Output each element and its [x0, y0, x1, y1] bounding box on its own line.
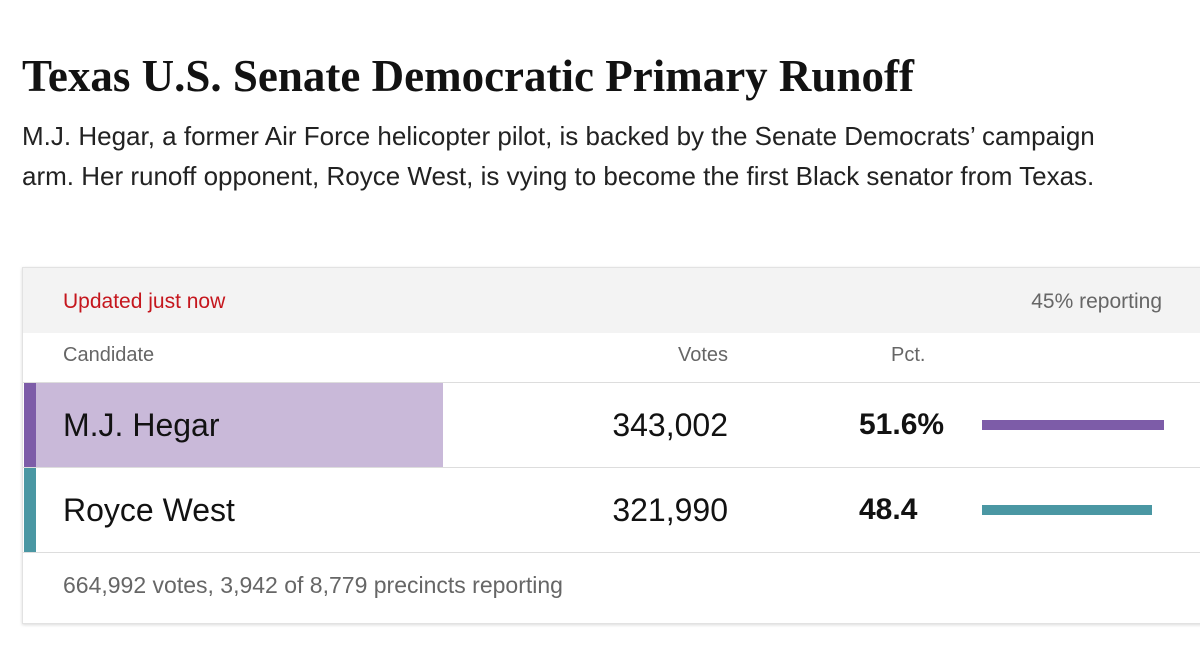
subtitle: M.J. Hegar, a former Air Force helicopte…: [22, 121, 1095, 191]
candidate-stripe: [24, 383, 36, 467]
percent: 48.4: [859, 493, 918, 526]
divider: [23, 382, 1200, 383]
footer: 664,992 votes, 3,942 of 8,779 precincts …: [63, 572, 563, 598]
column-header: Candidate: [63, 344, 155, 366]
updated: Updated just now: [63, 290, 226, 313]
candidate-name: M.J. Hegar: [63, 407, 220, 443]
leader-highlight: [36, 383, 443, 467]
divider: [23, 467, 1200, 468]
percent-bar: [982, 420, 1164, 430]
percent-bar: [982, 505, 1153, 515]
column-header: Votes: [677, 344, 728, 366]
votes: 321,990: [612, 492, 728, 528]
percent: 51.6%: [859, 408, 945, 441]
title: Texas U.S. Senate Democratic Primary Run…: [22, 51, 914, 101]
status-band: [23, 268, 1200, 333]
candidate-stripe: [24, 468, 36, 552]
votes: 343,002: [612, 407, 728, 443]
candidate-name: Royce West: [63, 492, 235, 528]
column-header: Pct.: [891, 344, 926, 366]
divider: [23, 552, 1200, 553]
reporting: 45% reporting: [1031, 290, 1162, 313]
